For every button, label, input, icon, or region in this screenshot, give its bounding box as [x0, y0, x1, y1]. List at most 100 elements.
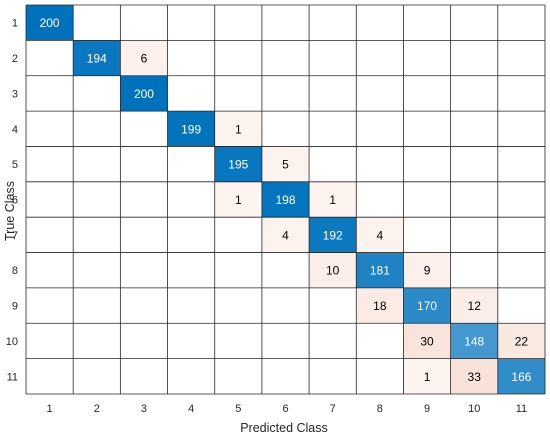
y-tick-label: 3 — [12, 88, 18, 100]
matrix-cell — [261, 252, 310, 288]
matrix-cell — [167, 252, 215, 288]
matrix-cell — [261, 287, 310, 324]
y-tick-label: 8 — [12, 265, 18, 277]
matrix-cell — [120, 217, 168, 253]
matrix-cell — [403, 146, 451, 182]
matrix-cell — [356, 287, 404, 324]
x-axis-label: Predicted Class — [240, 421, 328, 435]
cell-value-label: 170 — [417, 299, 437, 313]
matrix-cell — [167, 146, 215, 182]
x-tick-label: 10 — [468, 403, 480, 415]
matrix-cell — [450, 111, 498, 147]
matrix-cell — [356, 358, 404, 394]
matrix-cell — [309, 5, 357, 41]
matrix-cell — [214, 146, 262, 182]
cell-value-label: 4 — [282, 228, 289, 242]
matrix-cell — [214, 111, 262, 147]
matrix-cell — [261, 75, 310, 112]
matrix-cell — [214, 181, 262, 218]
matrix-cell — [403, 111, 451, 147]
cell-value-label: 1 — [235, 122, 242, 136]
cell-value-label: 12 — [468, 299, 482, 313]
matrix-cell — [497, 111, 545, 147]
matrix-cell — [73, 146, 121, 182]
cell-value-label: 166 — [511, 370, 531, 384]
matrix-cell — [403, 358, 451, 394]
matrix-cells: 200 194 6 200 199 1 195 5 1 198 1 4 192 4 10 181 9 18 170 1… — [26, 5, 545, 394]
matrix-cell — [214, 5, 262, 41]
matrix-cell — [167, 111, 215, 147]
x-tick-label: 2 — [94, 403, 100, 415]
matrix-cell — [450, 217, 498, 253]
cell-value-label: 195 — [228, 158, 248, 172]
matrix-cell — [309, 217, 357, 253]
matrix-cell — [497, 287, 545, 324]
matrix-cell — [356, 40, 404, 76]
matrix-cell — [26, 252, 74, 288]
y-tick-label: 10 — [6, 336, 18, 348]
matrix-cell — [497, 181, 545, 218]
matrix-cell — [73, 40, 121, 76]
cell-value-label: 9 — [424, 264, 431, 278]
matrix-cell — [261, 358, 310, 394]
x-tick-label: 8 — [377, 403, 383, 415]
x-tick-label: 1 — [47, 403, 53, 415]
matrix-cell — [167, 75, 215, 112]
cell-value-label: 148 — [464, 334, 484, 348]
matrix-cell — [497, 5, 545, 41]
matrix-cell — [120, 5, 168, 41]
matrix-cell — [214, 217, 262, 253]
x-tick-label: 7 — [330, 403, 336, 415]
cell-value-label: 200 — [134, 87, 154, 101]
y-tick-label: 9 — [12, 301, 18, 313]
matrix-cell — [26, 181, 74, 218]
matrix-cell — [26, 146, 74, 182]
matrix-grid — [25, 4, 546, 395]
matrix-cell — [261, 5, 310, 41]
matrix-cell — [73, 217, 121, 253]
matrix-cell — [26, 323, 74, 359]
matrix-cell — [26, 358, 74, 394]
cell-value-label: 199 — [181, 122, 201, 136]
matrix-cell — [167, 323, 215, 359]
matrix-cell — [261, 146, 310, 182]
cell-value-label: 194 — [87, 52, 107, 66]
matrix-cell — [120, 146, 168, 182]
matrix-cell — [73, 358, 121, 394]
matrix-cell — [450, 323, 498, 359]
matrix-cell — [450, 146, 498, 182]
cell-value-label: 181 — [370, 264, 390, 278]
matrix-cell — [497, 252, 545, 288]
matrix-cell — [403, 75, 451, 112]
matrix-cell — [26, 5, 74, 41]
cell-value-label: 22 — [515, 334, 529, 348]
matrix-cell — [450, 358, 498, 394]
matrix-cell — [309, 323, 357, 359]
matrix-cell — [214, 40, 262, 76]
matrix-cell — [26, 75, 74, 112]
matrix-cell — [309, 40, 357, 76]
matrix-cell — [120, 287, 168, 324]
x-tick-labels: 1 2 3 4 5 6 7 8 9 10 11 — [47, 403, 528, 415]
matrix-cell — [497, 217, 545, 253]
cell-value-label: 18 — [373, 299, 387, 313]
matrix-cell — [309, 146, 357, 182]
y-tick-label: 5 — [12, 159, 18, 171]
cell-value-label: 198 — [275, 193, 295, 207]
matrix-cell — [497, 358, 545, 394]
cell-value-label: 192 — [323, 228, 343, 242]
matrix-cell — [214, 287, 262, 324]
y-tick-label: 4 — [12, 124, 18, 136]
matrix-cell — [261, 323, 310, 359]
matrix-cell — [356, 75, 404, 112]
matrix-cell — [309, 287, 357, 324]
matrix-cell — [403, 5, 451, 41]
matrix-cell — [356, 111, 404, 147]
matrix-cell — [26, 111, 74, 147]
matrix-cell — [450, 252, 498, 288]
matrix-cell — [73, 111, 121, 147]
matrix-cell — [356, 181, 404, 218]
matrix-cell — [120, 323, 168, 359]
cell-value-label: 33 — [468, 370, 482, 384]
